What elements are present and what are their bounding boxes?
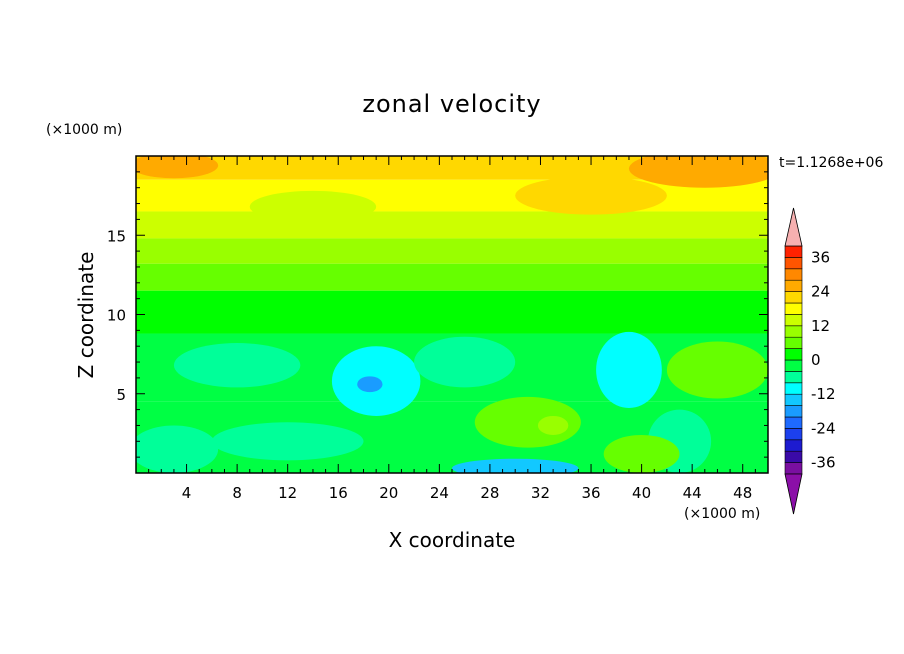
contour-feature-11 [173, 343, 301, 388]
colorbar-segment [784, 439, 803, 452]
x-tick-label: 4 [182, 484, 192, 502]
chart-title: zonal velocity [362, 90, 541, 118]
colorbar-segment [784, 314, 803, 327]
colorbar-tick-label: 36 [811, 248, 830, 266]
y-axis: 5 10 15 [107, 171, 768, 458]
contour-feature-2 [596, 331, 662, 409]
colorbar-segment [784, 393, 803, 406]
colorbar-segment [784, 325, 803, 338]
colorbar-over-arrow [784, 207, 803, 247]
colorbar-segment [784, 462, 803, 475]
contour-feature-1 [357, 376, 383, 393]
colorbar-segment [784, 450, 803, 463]
colorbar-segment [784, 336, 803, 349]
colorbar-tick-label: -24 [811, 419, 836, 437]
y-tick-label: 15 [107, 227, 126, 245]
x-axis: 4 8 12 16 20 24 28 32 36 40 44 48 [148, 156, 756, 502]
colorbar-tick-label: 12 [811, 317, 830, 335]
colorbar: 36 24 12 0 -12 -24 -36 [784, 207, 836, 515]
colorbar-segment [784, 371, 803, 384]
x-tick-label: 20 [379, 484, 398, 502]
colorbar-tick-label: -12 [811, 385, 836, 403]
contour-feature-7 [452, 458, 579, 473]
colorbar-segment [784, 302, 803, 315]
contour-feature-5 [666, 341, 768, 399]
contour-feature-9 [211, 422, 364, 461]
x-tick-label: 48 [733, 484, 752, 502]
colorbar-segment [784, 405, 803, 418]
y-tick-label: 10 [107, 307, 126, 325]
colorbar-tick-label: 24 [811, 283, 830, 301]
contour-feature-12 [414, 336, 516, 388]
colorbar-segment [784, 268, 803, 281]
y-tick-label: 5 [116, 386, 126, 404]
contour-band-0 [136, 156, 768, 180]
contour-band-3 [136, 238, 768, 264]
contour-feature-4 [537, 415, 569, 435]
contour-band-5 [136, 290, 768, 334]
x-tick-label: 36 [581, 484, 600, 502]
x-tick-label: 28 [480, 484, 499, 502]
contour-feature-8 [603, 434, 680, 473]
colorbar-segment [784, 359, 803, 372]
x-axis-label: X coordinate [389, 528, 516, 552]
colorbar-segment [784, 257, 803, 270]
contour-feature-16 [515, 176, 667, 215]
colorbar-tick-label: -36 [811, 454, 836, 472]
x-unit-label: (×1000 m) [684, 506, 760, 522]
x-tick-label: 12 [278, 484, 297, 502]
x-tick-label: 8 [232, 484, 242, 502]
contour-feature-3 [474, 396, 581, 448]
contour-band-2 [136, 211, 768, 239]
contour-feature-14 [136, 156, 219, 179]
x-tick-label: 24 [430, 484, 449, 502]
time-label: t=1.1268e+06 [779, 155, 883, 171]
x-tick-label: 16 [329, 484, 348, 502]
contour-band-4 [136, 263, 768, 291]
contour-feature-13 [628, 156, 768, 188]
colorbar-segment [784, 428, 803, 441]
colorbar-segment [784, 348, 803, 361]
y-axis-label: Z coordinate [74, 252, 98, 379]
x-tick-label: 40 [632, 484, 651, 502]
y-unit-label: (×1000 m) [46, 122, 122, 138]
colorbar-segment [784, 279, 803, 292]
colorbar-tick-label: 0 [811, 351, 821, 369]
contour-feature-15 [249, 190, 377, 223]
contour-feature-10 [136, 425, 219, 473]
colorbar-under-arrow [784, 473, 803, 515]
colorbar-segment [784, 416, 803, 429]
colorbar-segment [784, 382, 803, 395]
x-tick-label: 44 [683, 484, 702, 502]
plot-area [136, 156, 768, 473]
colorbar-segment [784, 291, 803, 304]
colorbar-segment [784, 245, 803, 258]
x-tick-label: 32 [531, 484, 550, 502]
